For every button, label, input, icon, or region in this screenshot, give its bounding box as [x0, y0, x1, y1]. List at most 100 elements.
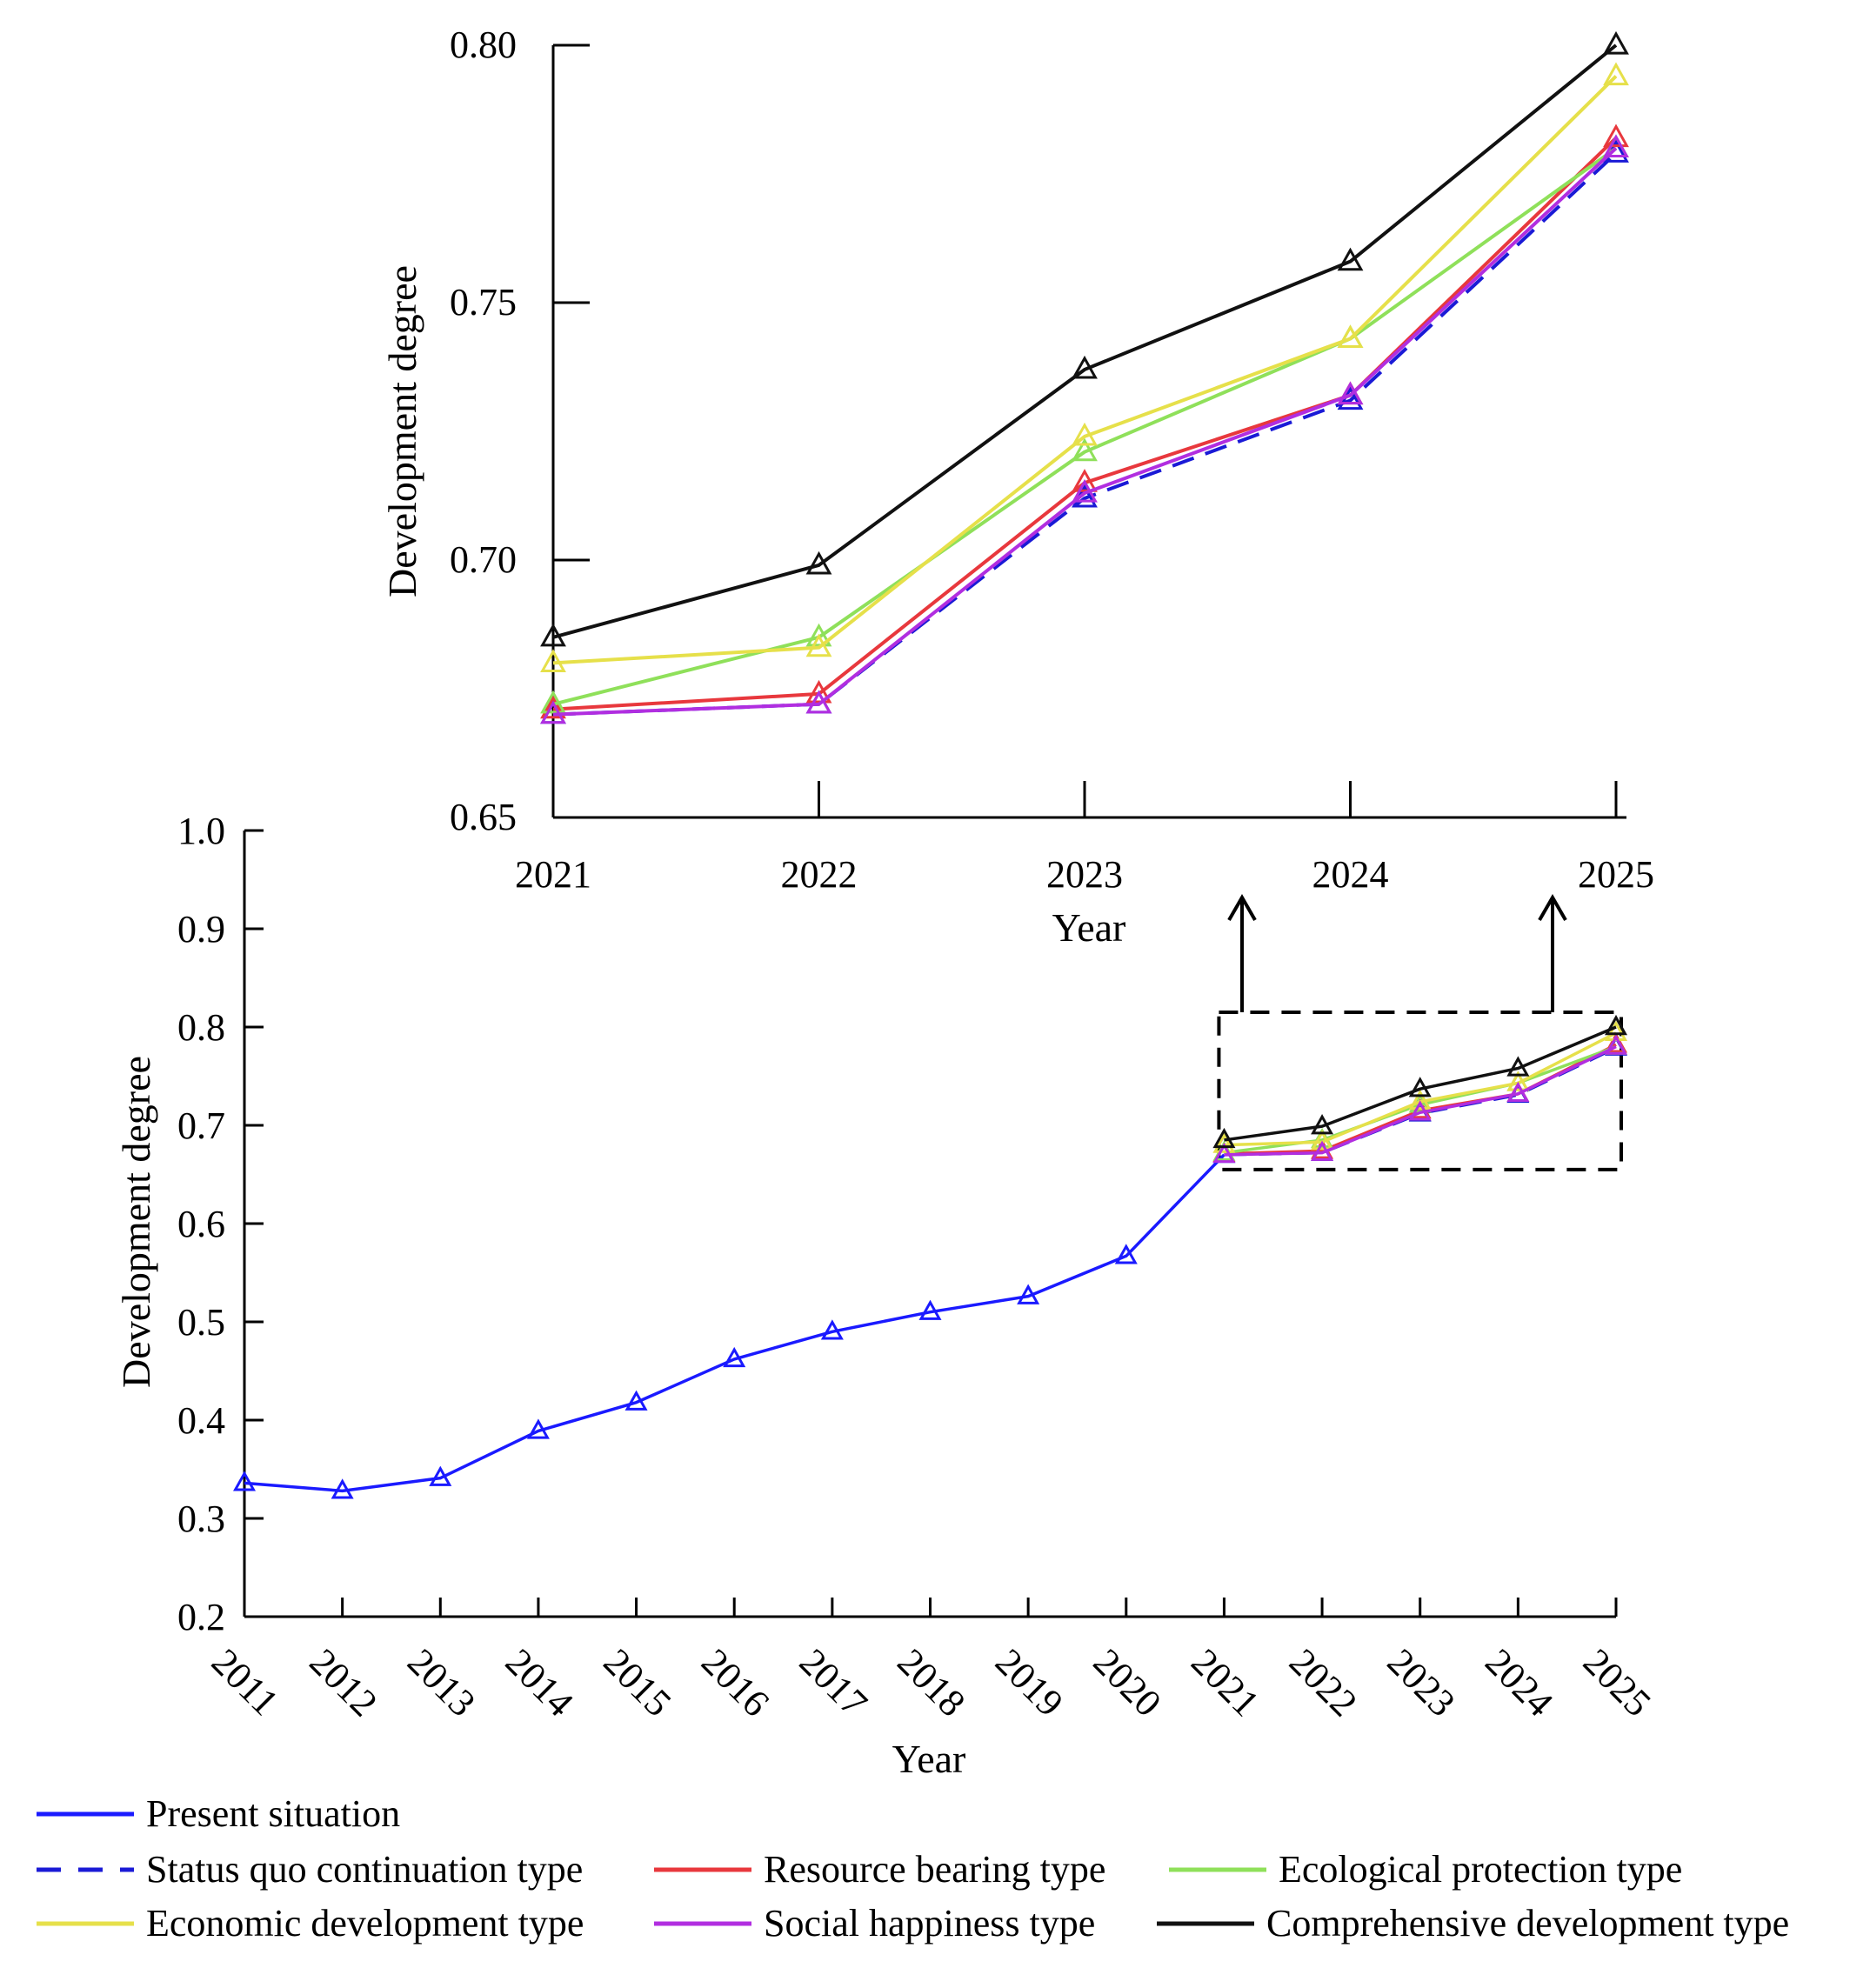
legend-label-ecological_protection: Ecological protection type: [1279, 1848, 1682, 1891]
point-resource_bearing-2021: [540, 695, 566, 719]
inset-x-tick-label: 2021: [515, 853, 591, 896]
point-present-2017: [820, 1319, 844, 1340]
point-present-2014: [526, 1418, 550, 1439]
main-x-axis-title: Year: [892, 1737, 966, 1781]
main-y-tick-label: 0.5: [177, 1301, 225, 1344]
main-x-tick-label: 2018: [889, 1640, 973, 1724]
series-line-social_happiness: [552, 146, 1618, 717]
main-x-tick-label: 2024: [1477, 1640, 1561, 1724]
point-comprehensive_development-2021: [1212, 1127, 1236, 1149]
legend-label-social_happiness: Social happiness type: [764, 1902, 1095, 1945]
point-social_happiness-2024: [1337, 381, 1364, 405]
inset-y-tick-label: 0.75: [450, 281, 517, 324]
zoom-arrow-head: [1538, 893, 1567, 921]
point-present-2012: [331, 1478, 354, 1499]
inset-x-tick-label: 2025: [1578, 853, 1654, 896]
point-present-2011: [232, 1471, 257, 1491]
legend-label-present: Present situation: [146, 1792, 400, 1835]
point-social_happiness-2022: [805, 690, 832, 714]
main-x-tick-label: 2015: [596, 1640, 680, 1724]
point-present-2015: [624, 1390, 648, 1411]
main-y-tick-label: 0.2: [177, 1596, 225, 1638]
main-y-tick-label: 0.9: [177, 908, 225, 951]
point-social_happiness-2022: [1311, 1140, 1334, 1161]
main-y-tick-label: 0.6: [177, 1203, 225, 1245]
inset-x-tick-label: 2024: [1312, 853, 1389, 896]
point-resource_bearing-2022: [805, 679, 832, 704]
inset-x-tick-label: 2023: [1046, 853, 1123, 896]
point-comprehensive_development-2022: [805, 550, 832, 575]
inset-y-tick-label: 0.70: [450, 538, 517, 581]
point-social_happiness-2021: [1212, 1142, 1236, 1164]
main-x-tick-label: 2017: [791, 1640, 876, 1724]
main-x-tick-label: 2023: [1379, 1640, 1464, 1724]
point-ecological_protection-2022: [805, 623, 832, 647]
main-y-tick-label: 0.3: [177, 1498, 225, 1540]
series-line-comprehensive_development: [552, 43, 1618, 639]
main-y-axis-title: Development degree: [114, 1056, 158, 1388]
inset-y-axis-title: Development degree: [380, 265, 424, 597]
point-ecological_protection-2023: [1072, 437, 1098, 462]
main-x-tick-label: 2019: [987, 1640, 1072, 1724]
main-x-tick-label: 2011: [204, 1640, 287, 1724]
main-x-tick-label: 2016: [693, 1640, 778, 1724]
inset-x-axis-title: Year: [1052, 905, 1126, 950]
point-economic_development-2021: [540, 649, 566, 672]
zoom-arrow-head: [1227, 893, 1257, 921]
point-comprehensive_development-2021: [540, 623, 566, 647]
zoom-box: [1217, 1011, 1624, 1171]
legend-label-resource_bearing: Resource bearing type: [764, 1848, 1105, 1891]
point-economic_development-2023: [1408, 1089, 1432, 1111]
main-x-tick-label: 2022: [1281, 1640, 1366, 1724]
main-y-tick-label: 0.8: [177, 1006, 225, 1049]
point-comprehensive_development-2025: [1603, 30, 1629, 55]
main-y-tick-label: 0.4: [177, 1399, 225, 1442]
point-resource_bearing-2023: [1072, 469, 1098, 492]
point-comprehensive_development-2024: [1506, 1056, 1530, 1077]
series-line-status_quo: [552, 151, 1618, 717]
point-comprehensive_development-2025: [1604, 1014, 1628, 1036]
point-social_happiness-2025: [1603, 134, 1629, 157]
point-economic_development-2022: [805, 633, 832, 657]
point-social_happiness-2021: [540, 700, 566, 724]
point-social_happiness-2023: [1072, 478, 1098, 503]
series-line-present: [244, 1153, 1226, 1493]
main-x-tick-label: 2014: [498, 1640, 582, 1724]
main-y-tick-label: 1.0: [177, 810, 225, 852]
point-present-2019: [1017, 1284, 1040, 1304]
point-present-2018: [918, 1299, 942, 1320]
point-present-2013: [429, 1465, 452, 1486]
main-x-tick-label: 2020: [1085, 1640, 1170, 1724]
legend: Present situation Status quo continuation…: [37, 1792, 1789, 1945]
point-social_happiness-2023: [1408, 1100, 1432, 1121]
series-line-ecological_protection: [552, 146, 1618, 706]
main-x-tick-label: 2012: [302, 1640, 386, 1724]
point-present-2020: [1114, 1244, 1138, 1264]
main-y-tick-label: 0.7: [177, 1104, 225, 1147]
point-economic_development-2021: [1212, 1132, 1236, 1153]
point-ecological_protection-2021: [540, 690, 566, 714]
point-economic_development-2023: [1072, 422, 1098, 446]
legend-label-economic_development: Economic development type: [146, 1902, 584, 1945]
point-present-2016: [723, 1346, 746, 1368]
point-comprehensive_development-2023: [1408, 1077, 1432, 1097]
inset-chart: 0.65 0.70 0.75 0.80 2021 2022 2023 2024 2025 Year…: [380, 23, 1654, 950]
point-resource_bearing-2025: [1603, 123, 1629, 148]
main-x-tick-label: 2025: [1575, 1640, 1660, 1724]
series-line-comprehensive_development: [1224, 1025, 1617, 1142]
point-economic_development-2024: [1506, 1071, 1530, 1091]
point-economic_development-2024: [1337, 324, 1364, 349]
point-comprehensive_development-2022: [1311, 1114, 1334, 1135]
inset-y-tick-label: 0.80: [450, 23, 517, 66]
series-line-social_happiness: [1224, 1045, 1617, 1157]
point-comprehensive_development-2024: [1337, 247, 1364, 271]
point-economic_development-2022: [1311, 1130, 1334, 1151]
point-comprehensive_development-2023: [1072, 355, 1098, 379]
point-social_happiness-2025: [1604, 1034, 1628, 1055]
main-x-tick-label: 2013: [399, 1640, 484, 1724]
zoom-arrows: [1227, 893, 1567, 1013]
legend-label-status_quo: Status quo continuation type: [146, 1848, 583, 1891]
inset-x-tick-label: 2022: [781, 853, 858, 896]
series-line-economic_development: [552, 75, 1618, 665]
